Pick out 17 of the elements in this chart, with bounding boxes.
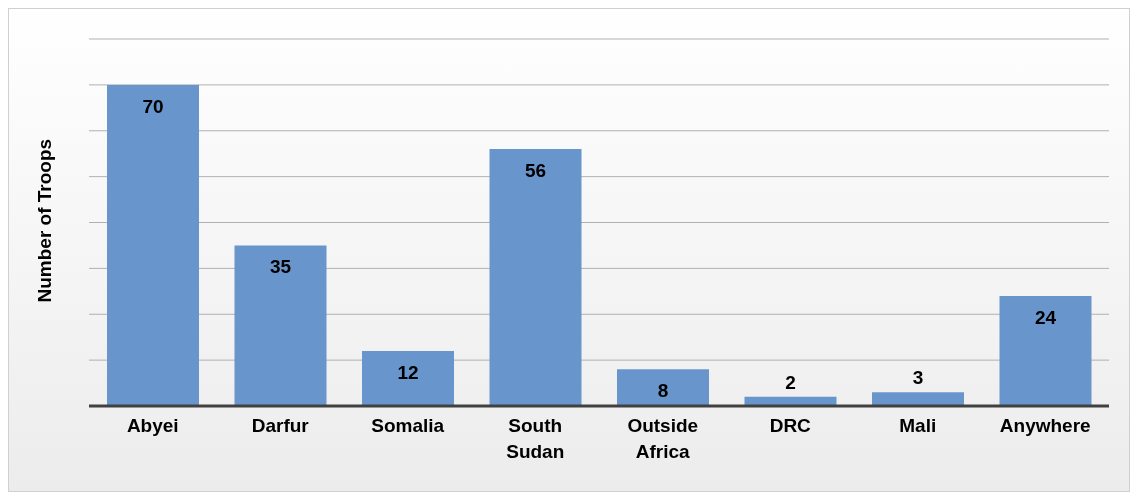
x-tick-label: Mali [899, 415, 937, 436]
x-tick-label: DRC [769, 415, 812, 436]
data-label: 70 [142, 95, 164, 117]
data-label: 8 [657, 380, 669, 402]
y-axis-title: Number of Troops [33, 138, 55, 303]
data-label: 24 [1034, 306, 1057, 328]
x-tick-label: Somalia [371, 415, 445, 436]
x-tick-label: Darfur [251, 415, 310, 436]
data-label: 56 [524, 160, 547, 182]
data-label: 2 [785, 371, 796, 393]
x-tick-label: South Sudan [506, 415, 565, 462]
x-tick-label: Outside Africa [627, 415, 699, 462]
data-label: 35 [269, 256, 292, 278]
x-tick-label: Anywhere [999, 415, 1091, 436]
data-label: 12 [397, 361, 419, 383]
x-tick-label: Abyei [126, 415, 179, 436]
data-label: 3 [912, 367, 924, 389]
